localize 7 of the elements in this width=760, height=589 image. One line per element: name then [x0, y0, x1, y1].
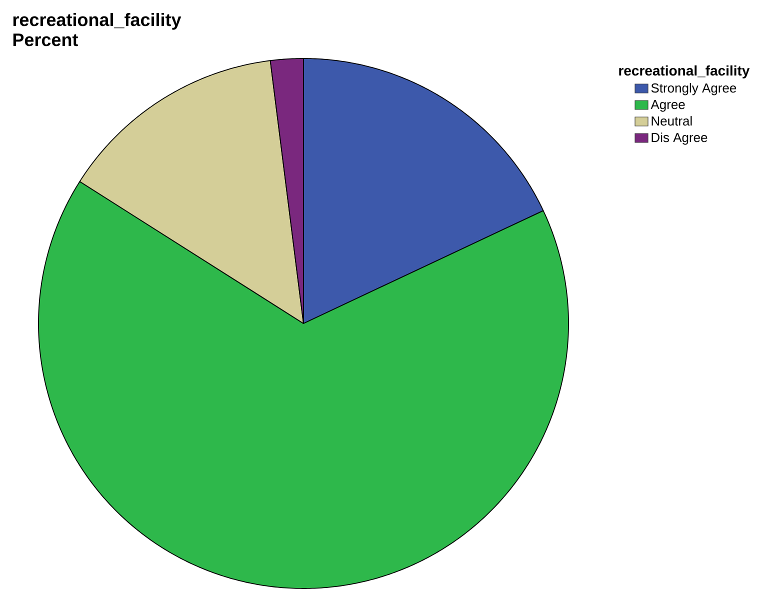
- legend-label: Strongly Agree: [651, 83, 736, 96]
- legend-label: Dis Agree: [652, 132, 708, 145]
- chart-title: recreational_facility: [13, 12, 182, 30]
- legend-label: Neutral: [652, 116, 692, 126]
- chart-subtitle: Percent: [13, 34, 78, 46]
- legend-label: Agree: [650, 100, 685, 112]
- legend-title: recreational_facility: [619, 65, 750, 78]
